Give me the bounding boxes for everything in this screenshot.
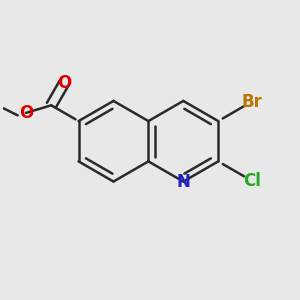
Text: O: O xyxy=(19,104,33,122)
Text: Cl: Cl xyxy=(243,172,260,190)
Text: O: O xyxy=(57,74,71,92)
Text: Br: Br xyxy=(241,93,262,111)
Text: N: N xyxy=(176,172,190,190)
